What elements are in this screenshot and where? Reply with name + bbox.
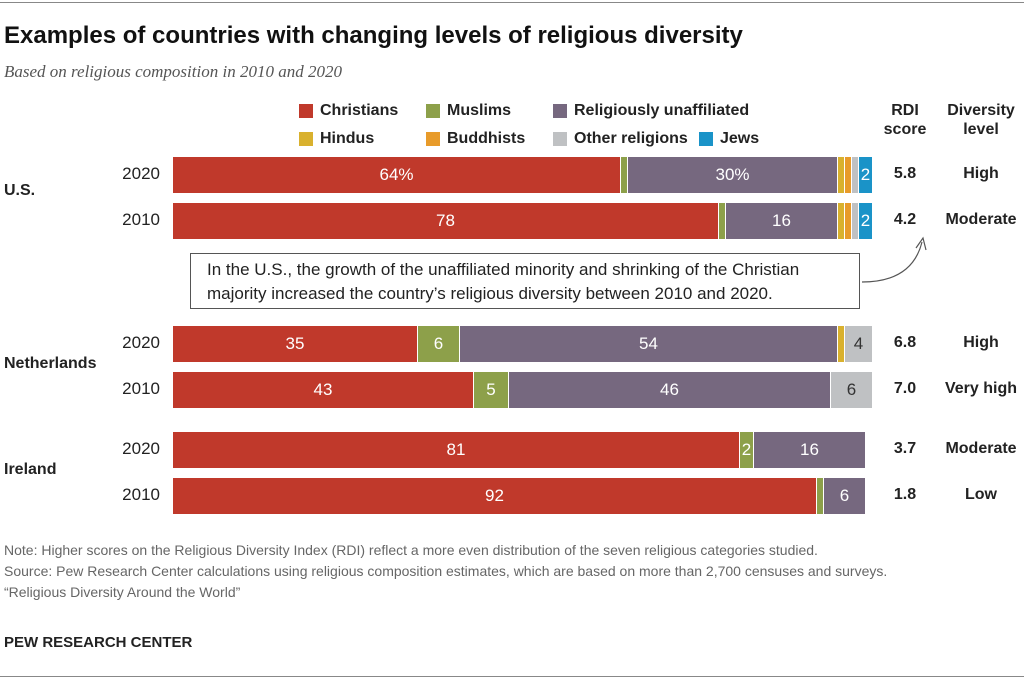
bar-segment-jews: 2: [859, 203, 873, 239]
bar-segment-hindus: [838, 203, 845, 239]
bar-segment-religiously-unaffiliated: 6: [824, 478, 866, 514]
rdi-header-text: RDI score: [883, 102, 927, 138]
bar-segment-christians: 64%: [173, 157, 621, 193]
year-label: 2010: [122, 379, 160, 398]
legend-label: Christians: [320, 102, 399, 119]
bar-segment-christians: 43: [173, 372, 474, 408]
year-label: 2010: [122, 210, 160, 229]
bar-segment-muslims: 5: [474, 372, 509, 408]
bar-segment-religiously-unaffiliated: 16: [754, 432, 866, 468]
bar-segment-hindus: [838, 157, 845, 193]
legend-item: Jews: [699, 130, 759, 148]
year-label: 2010: [122, 485, 160, 504]
bar-segment-jews: 2: [859, 157, 873, 193]
bar-segment-muslims: [621, 157, 628, 193]
bar-segment-religiously-unaffiliated: 54: [460, 326, 838, 362]
legend-label: Hindus: [320, 130, 375, 147]
chart-title: Examples of countries with changing leve…: [4, 22, 743, 49]
country-label: Ireland: [4, 461, 57, 478]
legend-label: Buddhists: [447, 130, 526, 147]
year-label: 2020: [122, 439, 160, 458]
bar-segment-christians: 81: [173, 432, 740, 468]
bar-segment-religiously-unaffiliated: 16: [726, 203, 838, 239]
source-text: Source: Pew Research Center calculations…: [4, 563, 888, 579]
bar-segment-religiously-unaffiliated: 46: [509, 372, 831, 408]
brand-name: PEW RESEARCH CENTER: [4, 634, 193, 651]
legend-swatch: [553, 132, 567, 146]
annotation-box: In the U.S., the growth of the unaffilia…: [190, 253, 860, 309]
legend-item: Christians: [299, 102, 398, 120]
rdi-score: 4.2: [893, 211, 917, 228]
legend-label: Other religions: [574, 130, 688, 147]
chart-subtitle: Based on religious composition in 2010 a…: [4, 62, 342, 81]
country-label: U.S.: [4, 182, 36, 199]
country-label: Netherlands: [4, 355, 97, 372]
bar-segment-other-religions: 6: [831, 372, 873, 408]
bar-segment-hindus: [838, 326, 845, 362]
bar-segment-muslims: [719, 203, 726, 239]
bar-segment-muslims: 2: [740, 432, 754, 468]
level-header-text: Diversity level: [947, 102, 1015, 138]
bar-segment-muslims: [817, 478, 824, 514]
legend-swatch: [426, 104, 440, 118]
legend-item: Muslims: [426, 102, 511, 120]
rdi-score: 1.8: [893, 486, 917, 503]
legend-swatch: [553, 104, 567, 118]
year-label: 2020: [122, 333, 160, 352]
legend-swatch: [426, 132, 440, 146]
note-text: Note: Higher scores on the Religious Div…: [4, 542, 818, 558]
legend-swatch: [699, 132, 713, 146]
legend-item: Religiously unaffiliated: [553, 102, 749, 120]
bottom-rule: [0, 676, 1024, 677]
legend-swatch: [299, 132, 313, 146]
legend-label: Muslims: [447, 102, 512, 119]
bar-segment-buddhists: [845, 157, 852, 193]
diversity-level: Very high: [944, 380, 1018, 397]
rdi-score: 7.0: [893, 380, 917, 397]
legend-item: Hindus: [299, 130, 374, 148]
diversity-level: High: [963, 334, 999, 351]
bar-segment-religiously-unaffiliated: 30%: [628, 157, 838, 193]
level-header: Diversity level: [935, 101, 1024, 139]
bar-segment-christians: 78: [173, 203, 719, 239]
rdi-score: 5.8: [893, 165, 917, 182]
diversity-level: Low: [965, 486, 997, 503]
bar-segment-other-religions: [852, 157, 859, 193]
rdi-header: RDI score: [875, 101, 935, 139]
legend-item: Buddhists: [426, 130, 525, 148]
rdi-score: 6.8: [893, 334, 917, 351]
legend-label: Jews: [720, 130, 760, 147]
legend-item: Other religions: [553, 130, 688, 148]
bar-segment-buddhists: [845, 203, 852, 239]
bar-segment-other-religions: [852, 203, 859, 239]
annotation-arrow: [861, 236, 927, 283]
diversity-level: High: [963, 165, 999, 182]
report-text: “Religious Diversity Around the World”: [4, 584, 241, 600]
diversity-level: Moderate: [945, 211, 1017, 228]
legend-swatch: [299, 104, 313, 118]
top-rule: [0, 2, 1024, 3]
bar-segment-christians: 35: [173, 326, 418, 362]
legend-label: Religiously unaffiliated: [574, 102, 750, 119]
year-label: 2020: [122, 164, 160, 183]
diversity-level: Moderate: [945, 440, 1017, 457]
rdi-score: 3.7: [893, 440, 917, 457]
bar-segment-other-religions: 4: [845, 326, 873, 362]
bar-segment-muslims: 6: [418, 326, 460, 362]
bar-segment-christians: 92: [173, 478, 817, 514]
footnotes: Note: Higher scores on the Religious Div…: [4, 540, 1014, 603]
